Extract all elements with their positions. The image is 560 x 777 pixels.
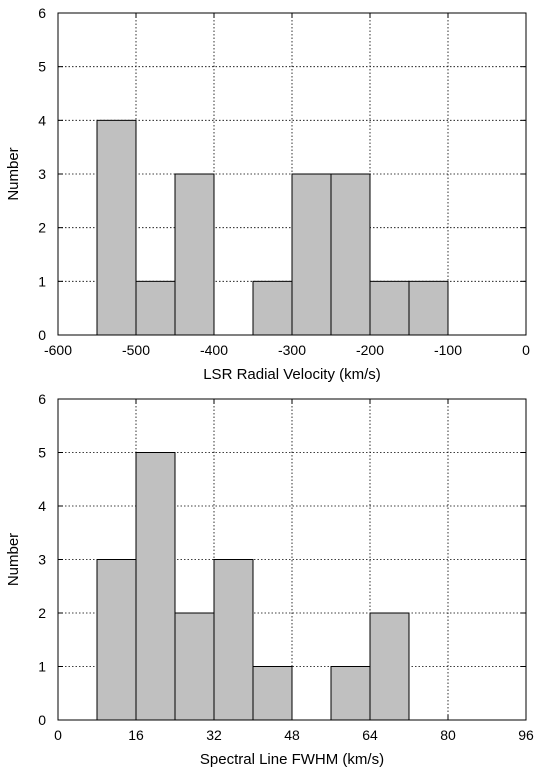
y-tick-label: 1 [38, 659, 46, 675]
x-tick-label: -100 [434, 342, 462, 358]
x-tick-label: 96 [518, 727, 534, 743]
histogram-bar [330, 666, 371, 721]
histogram-bar [174, 612, 215, 721]
histogram-bar [252, 280, 293, 336]
y-axis-label: Number [5, 533, 22, 586]
histogram-bar [408, 280, 449, 336]
histogram-bar [252, 666, 293, 721]
histogram-bar [369, 280, 410, 336]
histogram-bar [135, 452, 176, 721]
x-tick-label: -300 [278, 342, 306, 358]
x-tick-label: -200 [356, 342, 384, 358]
histogram-bar [330, 173, 371, 336]
x-tick-label: -500 [122, 342, 150, 358]
histogram-bar [135, 280, 176, 336]
x-axis-label: LSR Radial Velocity (km/s) [203, 366, 381, 383]
y-tick-label: 4 [38, 112, 46, 128]
x-tick-label: 80 [440, 727, 456, 743]
histogram-bar [291, 173, 332, 336]
y-tick-label: 6 [38, 391, 46, 407]
y-tick-label: 5 [38, 59, 46, 75]
histogram-bar [174, 173, 215, 336]
histogram-bar [96, 119, 137, 336]
y-tick-label: 0 [38, 712, 46, 728]
y-tick-label: 3 [38, 552, 46, 568]
x-tick-label: 0 [522, 342, 530, 358]
y-tick-label: 1 [38, 273, 46, 289]
histogram-bar [369, 612, 410, 721]
x-axis-label: Spectral Line FWHM (km/s) [200, 751, 384, 768]
y-tick-label: 4 [38, 498, 46, 514]
x-tick-label: -400 [200, 342, 228, 358]
y-tick-label: 0 [38, 327, 46, 343]
x-tick-label: 0 [54, 727, 62, 743]
y-axis-label: Number [5, 147, 22, 200]
x-tick-label: 48 [284, 727, 300, 743]
x-tick-label: 32 [206, 727, 222, 743]
x-tick-label: -600 [44, 342, 72, 358]
y-tick-label: 3 [38, 166, 46, 182]
fwhm-histogram: 0 16 32 48 64 80 96 0 1 2 3 4 5 6 Spectral Line FWHM (… [5, 391, 534, 768]
y-tick-label: 5 [38, 445, 46, 461]
histogram-bar [213, 559, 254, 721]
y-tick-label: 2 [38, 220, 46, 236]
y-tick-label: 6 [38, 5, 46, 21]
x-tick-label: 64 [362, 727, 378, 743]
x-tick-label: 16 [128, 727, 144, 743]
velocity-histogram: -600 -500 -400 -300 -200 -100 0 0 1 2 3 4 5 6 LSR Radi… [5, 5, 530, 383]
histogram-bar [96, 559, 137, 721]
y-tick-label: 2 [38, 605, 46, 621]
